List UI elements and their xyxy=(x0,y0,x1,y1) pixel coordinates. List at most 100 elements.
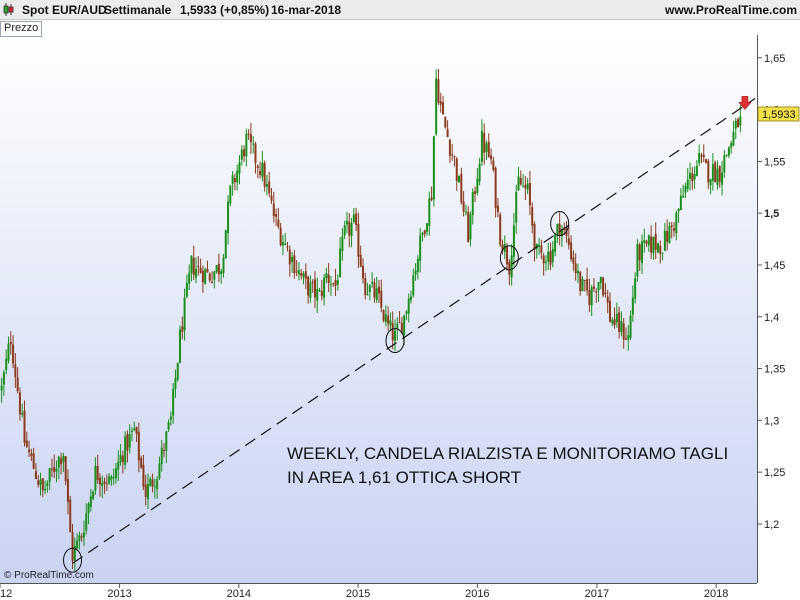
candle-body xyxy=(240,149,243,160)
candle-body xyxy=(359,254,362,267)
candle-body xyxy=(682,195,685,198)
candle-body xyxy=(414,270,417,275)
candle-body xyxy=(320,290,323,297)
candle-body xyxy=(12,344,15,364)
candle-body xyxy=(606,296,609,303)
candle-body xyxy=(691,173,694,182)
candle-body xyxy=(611,319,614,324)
candle-body xyxy=(560,228,563,237)
candle-body xyxy=(732,131,735,146)
touch-circle xyxy=(63,547,83,573)
candle-body xyxy=(517,176,520,191)
chart-header: Spot EUR/AUD Settimanale 1,5933 (+0,85%)… xyxy=(0,0,800,20)
candle-body xyxy=(357,223,360,257)
candle-body xyxy=(297,270,300,275)
candle-body xyxy=(249,134,252,143)
candle-body xyxy=(442,102,445,115)
website-link[interactable]: www.ProRealTime.com xyxy=(665,3,798,17)
candle-body xyxy=(624,338,627,340)
candle-body xyxy=(130,431,133,433)
candle-body xyxy=(117,461,120,470)
candle-body xyxy=(522,185,525,187)
x-tick-label: 2014 xyxy=(227,588,251,600)
candle-body xyxy=(554,235,557,252)
candle-body xyxy=(160,447,163,464)
candle-body xyxy=(80,536,83,538)
candle-body xyxy=(666,231,669,242)
candle-body xyxy=(702,154,705,158)
candle-body xyxy=(41,478,44,491)
candle-body xyxy=(265,184,268,187)
candle-body xyxy=(490,155,493,160)
candle-body xyxy=(211,281,214,283)
candle-body xyxy=(236,170,239,183)
candle-body xyxy=(613,319,616,326)
candle-body xyxy=(345,220,348,225)
candle-body xyxy=(220,271,223,275)
candle-body xyxy=(382,310,385,321)
candle-body xyxy=(588,290,591,305)
candle-body xyxy=(462,201,465,212)
candle-body xyxy=(512,225,515,257)
candle-body xyxy=(549,250,552,265)
candle-body xyxy=(62,455,65,463)
candle-body xyxy=(165,431,168,451)
candle-body xyxy=(128,434,131,448)
candle-body xyxy=(291,257,294,263)
candle-body xyxy=(206,268,209,272)
candle-body xyxy=(181,326,184,333)
candle-body xyxy=(0,385,3,391)
candle-body xyxy=(654,234,657,250)
touch-circle xyxy=(499,245,519,271)
x-tick-label: 2017 xyxy=(585,588,609,600)
candle-body xyxy=(69,499,72,533)
candle-body xyxy=(439,101,442,105)
candle-body xyxy=(693,174,696,180)
price-chart[interactable]: WEEKLY, CANDELA RIALZISTA E MONITORIAMO … xyxy=(0,20,800,600)
candle-body xyxy=(627,335,630,340)
candle-body xyxy=(595,291,598,293)
candle-body xyxy=(396,323,399,330)
candle-body xyxy=(574,263,577,274)
y-tick-label: 1,3 xyxy=(764,415,779,427)
candle-body xyxy=(663,230,666,251)
last-price-label: 1,5933 xyxy=(762,109,796,121)
candle-body xyxy=(190,255,193,273)
candle-body xyxy=(487,141,490,158)
candle-body xyxy=(416,258,419,272)
candle-body xyxy=(73,545,76,561)
candle-body xyxy=(348,221,351,236)
candle-body xyxy=(316,288,319,301)
candle-body xyxy=(256,165,259,168)
y-tick-label: 1,65 xyxy=(764,53,785,65)
candle-body xyxy=(705,159,708,163)
candle-body xyxy=(496,205,499,213)
candle-body xyxy=(739,116,742,126)
candle-body xyxy=(460,173,463,203)
candle-body xyxy=(711,164,714,181)
candle-body xyxy=(158,463,161,479)
candle-body xyxy=(135,426,138,434)
candle-body xyxy=(275,214,278,217)
candle-body xyxy=(16,377,19,392)
candle-body xyxy=(126,433,129,451)
candle-body xyxy=(311,281,314,283)
candle-body xyxy=(430,197,433,200)
candle-body xyxy=(119,455,122,463)
timeframe-label: Settimanale xyxy=(104,3,172,17)
candle-body xyxy=(108,476,111,484)
candle-body xyxy=(510,255,513,278)
candle-body xyxy=(176,363,179,380)
candle-body xyxy=(469,214,472,240)
candle-body xyxy=(272,203,275,217)
candle-body xyxy=(650,236,653,253)
candle-body xyxy=(695,165,698,176)
candle-body xyxy=(723,155,726,173)
candle-body xyxy=(426,223,429,232)
candle-body xyxy=(188,272,191,284)
x-tick-label: 2012 xyxy=(0,588,12,600)
candle-body xyxy=(76,540,79,549)
candle-body xyxy=(538,244,541,247)
candle-body xyxy=(604,292,607,294)
candle-body xyxy=(222,257,225,273)
